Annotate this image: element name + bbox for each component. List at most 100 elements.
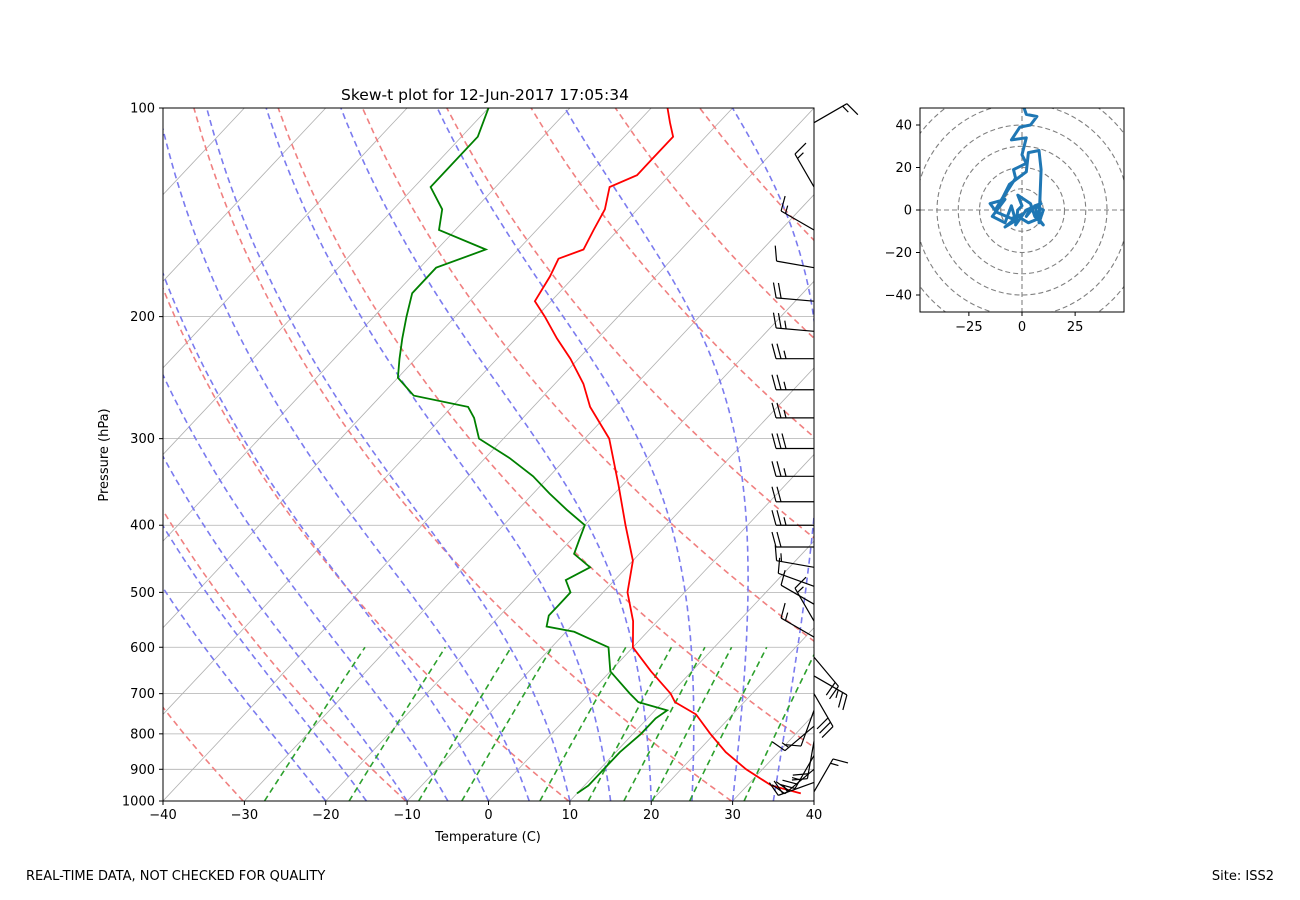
barb-flag bbox=[776, 461, 782, 477]
barb-staff bbox=[776, 327, 815, 332]
x-axis-label: Temperature (C) bbox=[434, 830, 541, 845]
moist-adiabat bbox=[564, 108, 749, 801]
mixing-ratio-line bbox=[587, 646, 673, 801]
moist-adiabat bbox=[163, 586, 327, 801]
barb-flag bbox=[771, 510, 777, 526]
hodo-y-tick-label: 20 bbox=[895, 161, 912, 176]
hodo-x-tick-label: −25 bbox=[955, 320, 982, 335]
barb-staff bbox=[813, 693, 834, 727]
wind-barb bbox=[777, 557, 815, 587]
barb-flag bbox=[771, 433, 777, 449]
barb-flag bbox=[842, 694, 848, 711]
moist-adiabat bbox=[731, 108, 814, 801]
wind-barb bbox=[771, 433, 814, 450]
skewt-data-layer bbox=[396, 108, 802, 795]
barb-flag bbox=[771, 402, 777, 419]
barb-flag bbox=[771, 531, 777, 548]
barb-flag bbox=[780, 195, 786, 212]
barb-flag bbox=[776, 531, 782, 548]
isotherm-line bbox=[163, 108, 327, 282]
barb-half-flag bbox=[783, 350, 787, 359]
barb-flag bbox=[776, 402, 782, 419]
mixing-ratio-line bbox=[688, 646, 768, 801]
barb-half-flag bbox=[781, 742, 790, 748]
skewt-axes: −40 −30 −20 −10 0 10 20 30 40 1000 900 800 700 600 500… bbox=[122, 102, 822, 824]
barb-staff bbox=[780, 210, 815, 231]
barb-flag bbox=[782, 779, 798, 785]
hodograph-trace bbox=[988, 108, 1045, 229]
barb-half-flag bbox=[797, 586, 804, 593]
x-tick-label: −30 bbox=[231, 808, 258, 823]
isotherm-line bbox=[650, 627, 814, 801]
wind-barb bbox=[771, 402, 814, 419]
barb-flag bbox=[768, 782, 779, 796]
moist-adiabat bbox=[163, 454, 408, 801]
wind-barb bbox=[813, 758, 849, 793]
y-tick-label: 500 bbox=[130, 586, 155, 601]
mixing-ratio-line bbox=[263, 646, 366, 801]
barb-staff bbox=[776, 260, 815, 269]
barb-staff bbox=[806, 741, 815, 779]
isotherm-line bbox=[163, 108, 245, 196]
barb-staff bbox=[776, 297, 815, 302]
barb-flag bbox=[771, 741, 786, 752]
barb-staff bbox=[813, 103, 848, 124]
barb-half-flag bbox=[783, 381, 787, 390]
temperature-trace bbox=[533, 108, 802, 795]
barb-half-flag bbox=[783, 468, 787, 477]
barb-flag bbox=[780, 570, 786, 586]
mixing-ratio-line bbox=[743, 653, 814, 801]
barb-staff bbox=[813, 656, 839, 687]
wind-barb bbox=[813, 656, 839, 700]
site-label: Site: ISS2 bbox=[1211, 869, 1274, 884]
barb-flag bbox=[771, 784, 786, 795]
barb-flag bbox=[771, 343, 777, 359]
moist-adiabat bbox=[340, 108, 653, 801]
barb-half-flag bbox=[797, 152, 804, 159]
mixing-ratio-line bbox=[348, 646, 446, 801]
barb-staff bbox=[800, 710, 815, 747]
barb-flag bbox=[821, 726, 834, 738]
moist-adiabat bbox=[436, 108, 695, 801]
y-tick-label: 600 bbox=[130, 641, 155, 656]
barb-flag bbox=[816, 717, 829, 730]
hodo-y-tick-label: 40 bbox=[895, 119, 912, 134]
barb-flag bbox=[829, 685, 839, 700]
moist-adiabat bbox=[265, 108, 612, 801]
moist-adiabat bbox=[813, 796, 814, 801]
barb-staff bbox=[780, 584, 815, 605]
wind-barb bbox=[774, 545, 815, 568]
dry-adiabat bbox=[163, 706, 244, 801]
isotherm-line bbox=[163, 108, 733, 715]
x-tick-label: 30 bbox=[724, 808, 741, 823]
barb-flag bbox=[794, 576, 807, 589]
barb-flag bbox=[771, 461, 777, 477]
isotherm-line bbox=[406, 367, 814, 801]
barb-staff bbox=[776, 560, 815, 568]
wind-barb bbox=[771, 461, 814, 477]
y-tick-label: 100 bbox=[130, 102, 155, 117]
barb-half-flag bbox=[830, 762, 839, 767]
barb-staff bbox=[813, 675, 848, 696]
hodo-x-tick-label: 25 bbox=[1067, 320, 1084, 335]
barb-flag bbox=[775, 781, 790, 791]
hodograph-data bbox=[988, 108, 1045, 229]
isotherm-line bbox=[244, 194, 814, 801]
wind-barb bbox=[813, 675, 848, 711]
barb-flag bbox=[832, 758, 849, 764]
y-tick-label: 900 bbox=[130, 763, 155, 778]
skewt-grid-layer bbox=[163, 108, 814, 801]
x-tick-label: 40 bbox=[806, 808, 823, 823]
x-tick-label: 20 bbox=[643, 808, 660, 823]
dry-adiabat bbox=[446, 108, 814, 539]
mixing-ratio-line bbox=[418, 646, 512, 801]
barb-flag bbox=[776, 510, 782, 526]
wind-barb bbox=[771, 725, 815, 752]
x-tick-label: 0 bbox=[484, 808, 492, 823]
hodo-y-tick-label: 0 bbox=[904, 204, 912, 219]
wind-barb bbox=[794, 142, 815, 188]
barb-half-flag bbox=[842, 105, 849, 113]
barb-half-flag bbox=[784, 612, 789, 621]
y-axis-label: Pressure (hPa) bbox=[97, 408, 112, 501]
y-tick-label: 400 bbox=[130, 519, 155, 534]
